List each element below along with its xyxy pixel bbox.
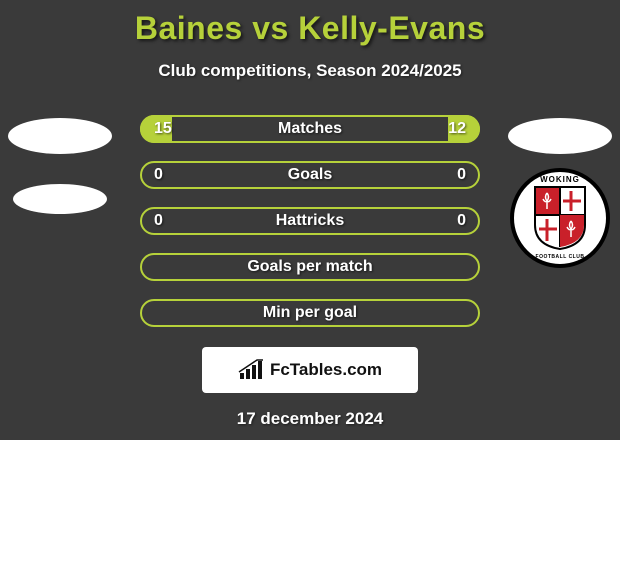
- stat-row: Min per goal: [140, 299, 480, 327]
- crest-top-text: WOKING: [514, 175, 606, 184]
- stat-right-value: 0: [457, 166, 466, 184]
- club-badge-placeholder: [13, 184, 107, 214]
- stat-row: 15 Matches 12: [140, 115, 480, 143]
- stat-row: Goals per match: [140, 253, 480, 281]
- brand-chart-icon: [238, 359, 264, 381]
- page-title: Baines vs Kelly-Evans: [0, 10, 620, 47]
- stat-label: Goals: [288, 166, 332, 184]
- stat-left-value: 0: [154, 166, 163, 184]
- brand-text: FcTables.com: [270, 360, 382, 380]
- stat-label: Hattricks: [276, 212, 344, 230]
- stat-right-value: 12: [448, 120, 466, 138]
- crest-bottom-text: FOOTBALL CLUB: [514, 254, 606, 260]
- left-club-badges: [8, 118, 112, 214]
- club-badge-placeholder: [508, 118, 612, 154]
- subtitle: Club competitions, Season 2024/2025: [0, 61, 620, 81]
- stat-row: 0 Goals 0: [140, 161, 480, 189]
- stat-label: Goals per match: [247, 258, 372, 276]
- date-text: 17 december 2024: [0, 409, 620, 429]
- club-badge-placeholder: [8, 118, 112, 154]
- stat-left-value: 0: [154, 212, 163, 230]
- stat-label: Min per goal: [263, 304, 357, 322]
- stat-row: 0 Hattricks 0: [140, 207, 480, 235]
- right-club-badges: WOKING: [508, 118, 612, 268]
- stat-label: Matches: [278, 120, 342, 138]
- brand-box[interactable]: FcTables.com: [202, 347, 418, 393]
- stat-left-value: 15: [154, 120, 172, 138]
- comparison-card: Baines vs Kelly-Evans Club competitions,…: [0, 0, 620, 440]
- crest-shield-icon: [531, 185, 589, 251]
- stat-right-value: 0: [457, 212, 466, 230]
- woking-crest: WOKING: [510, 168, 610, 268]
